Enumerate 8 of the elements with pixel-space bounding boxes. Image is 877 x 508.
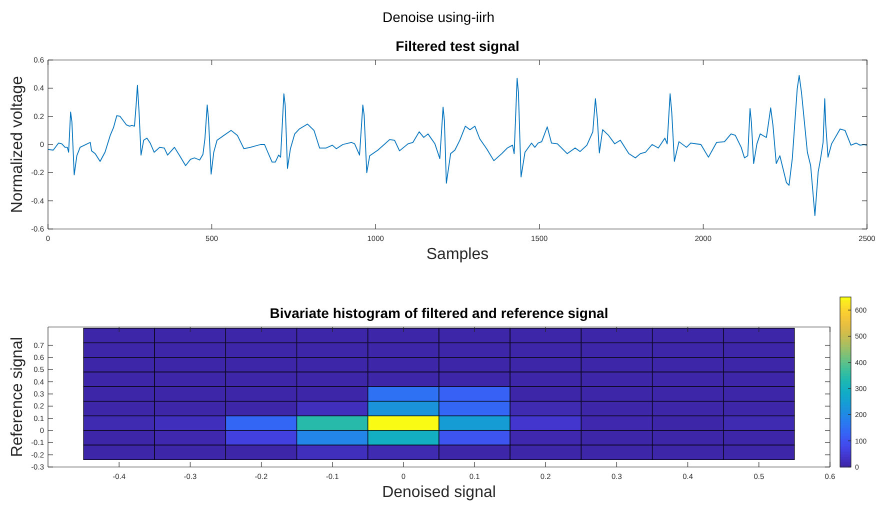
chart-title: Filtered test signal [396,38,520,54]
text: Denoise using-iirh [382,9,495,25]
chart-title: Bivariate histogram of filtered and reference signal [270,305,608,321]
line-series [48,75,868,216]
y-axis-title: Normalized voltage [9,76,26,213]
y-axis-title: Reference signal [9,336,26,458]
x-axis-title: Samples [426,246,489,263]
x-axis-title: Denoised signal [382,484,496,501]
